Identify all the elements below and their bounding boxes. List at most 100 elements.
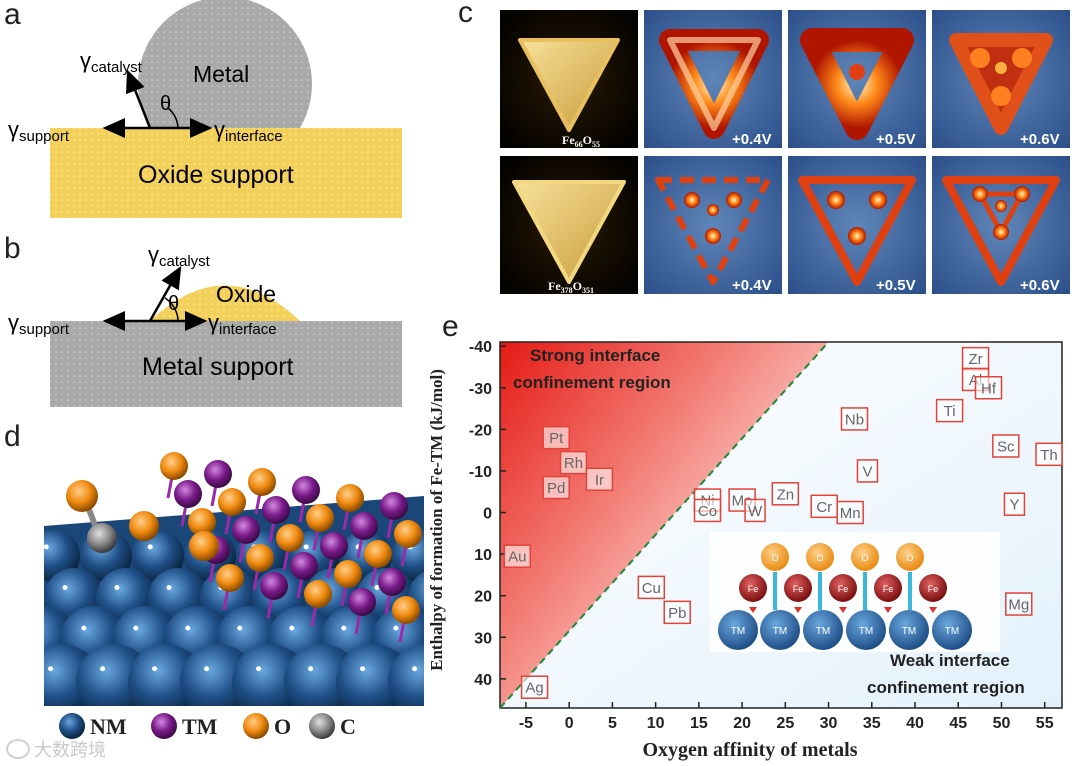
data-point-label: Au — [508, 549, 526, 566]
theta-label-a: θ — [160, 93, 171, 115]
gamma-support-a: γsupport — [8, 117, 70, 145]
y-tick-label: 10 — [474, 547, 492, 564]
o-atom — [160, 452, 188, 480]
inset-tm-label: TM — [859, 626, 873, 637]
inset-fe-atom — [829, 574, 857, 602]
inset-fe-label: Fe — [748, 584, 759, 594]
data-point-sc: Sc — [992, 434, 1020, 458]
nm-atom-highlight — [185, 625, 191, 631]
nm-atom-highlight — [393, 625, 399, 631]
inset-fe-label: Fe — [883, 584, 894, 594]
data-point-label: W — [748, 503, 763, 520]
o-atom — [392, 596, 420, 624]
data-point-label: Pd — [547, 480, 565, 497]
inset-red-arrow — [884, 607, 892, 613]
inset-tm-atom — [846, 610, 886, 650]
inset-fe-atom — [784, 574, 812, 602]
x-tick-label: 5 — [608, 715, 617, 732]
panel-d-legend: NM TM O C — [59, 713, 356, 739]
bias-r1-3: +0.6V — [1020, 131, 1060, 148]
data-point-box — [503, 544, 532, 568]
data-point-ti: Ti — [935, 398, 964, 423]
data-point-box — [974, 376, 1003, 400]
y-tick-label: 20 — [474, 589, 492, 606]
legend-nm: NM — [59, 713, 127, 739]
formula-1: Fe66O55 — [562, 133, 600, 149]
inset-fe-label: Fe — [838, 584, 849, 594]
svg-text:C: C — [340, 714, 356, 739]
data-point-label: Mn — [840, 505, 861, 522]
data-point-box — [992, 434, 1020, 458]
data-point-mn: Mn — [836, 500, 864, 525]
bias-r2-1: +0.4V — [732, 277, 772, 294]
nm-atom-highlight — [412, 666, 418, 672]
gamma-interface-a: γinterface — [214, 117, 283, 145]
x-tick-label: 40 — [906, 715, 924, 732]
x-tick-label: 50 — [993, 715, 1011, 732]
inset-tm-label: TM — [945, 626, 959, 637]
strong-region-line2: confinement region — [513, 373, 671, 392]
gamma-support-b: γsupport — [8, 310, 70, 338]
x-tick-label: 30 — [820, 715, 838, 732]
strong-region-bg — [500, 342, 969, 708]
svg-text:TM: TM — [182, 714, 218, 739]
o-atom — [246, 544, 274, 572]
nm-atom-highlight — [166, 585, 172, 590]
inset-tm-atom — [932, 610, 972, 650]
o-atom — [336, 484, 364, 512]
interface-schematic-inset: O O O O Fe Fe Fe Fe Fe TM TM TM TM TM TM — [710, 532, 1000, 652]
data-point-au: Au — [503, 544, 532, 568]
o-atom — [306, 504, 334, 532]
o-atom — [304, 580, 332, 608]
data-point-ag: Ag — [520, 675, 549, 699]
inset-fe-label: Fe — [928, 584, 939, 594]
inset-red-arrow — [839, 607, 847, 613]
data-point-box — [542, 425, 570, 450]
nm-atom-highlight — [48, 666, 54, 672]
y-tick-label: -20 — [469, 422, 492, 439]
nm-atom-highlight — [303, 544, 309, 550]
panel-d-model — [44, 426, 424, 706]
nm-atom-highlight — [114, 585, 120, 590]
o-atom — [216, 564, 244, 592]
nm-atom — [388, 644, 424, 706]
inset-fe-atom — [874, 574, 902, 602]
weak-region-line2: confinement region — [867, 678, 1025, 697]
tm-atom — [262, 496, 290, 524]
watermark-logo-icon — [6, 739, 30, 759]
inset-red-arrow — [794, 607, 802, 613]
y-tick-label: -30 — [469, 381, 492, 398]
tm-atom — [348, 588, 376, 616]
bias-r2-3: +0.6V — [1020, 277, 1060, 294]
data-point-label: Mg — [1008, 597, 1029, 614]
data-point-v: V — [856, 459, 879, 483]
y-tick-label: -10 — [469, 464, 492, 481]
panel-e-chart: -5 0 5 10 15 20 25 30 35 40 45 50 55 -40 -30 -20 -10 0 10 2… — [427, 339, 1063, 761]
data-point-pb: Pb — [663, 600, 691, 625]
data-point-box — [637, 575, 666, 600]
data-point-label: Ti — [944, 403, 956, 420]
nm-atom-highlight — [147, 544, 153, 550]
data-point-co: Co — [693, 498, 722, 523]
x-tick-label: -5 — [519, 715, 533, 732]
nm-atom-highlight — [204, 666, 210, 672]
metal-support-label: Metal support — [142, 353, 294, 381]
x-tick-label: 35 — [863, 715, 881, 732]
data-point-cu: Cu — [637, 575, 666, 600]
o-atom — [334, 560, 362, 588]
y-tick-label: -40 — [469, 339, 492, 356]
panel-a-diagram: θ γcatalyst γsupport γinterface Metal Ox… — [8, 0, 402, 218]
legend-c: C — [309, 713, 356, 739]
inset-fe-atom — [739, 574, 767, 602]
oxide-label: Oxide — [216, 281, 276, 307]
inset-tm-label: TM — [773, 626, 787, 637]
data-point-label: Zr — [968, 351, 982, 368]
y-tick-label: 0 — [483, 506, 492, 523]
svg-text:O: O — [274, 714, 291, 739]
metal-particle — [138, 0, 312, 128]
inset-o-label: O — [861, 553, 868, 563]
inset-tm-atom — [889, 610, 929, 650]
panel-a-letter: a — [4, 0, 21, 31]
data-point-box — [693, 498, 722, 523]
data-point-label: Pt — [549, 430, 564, 447]
